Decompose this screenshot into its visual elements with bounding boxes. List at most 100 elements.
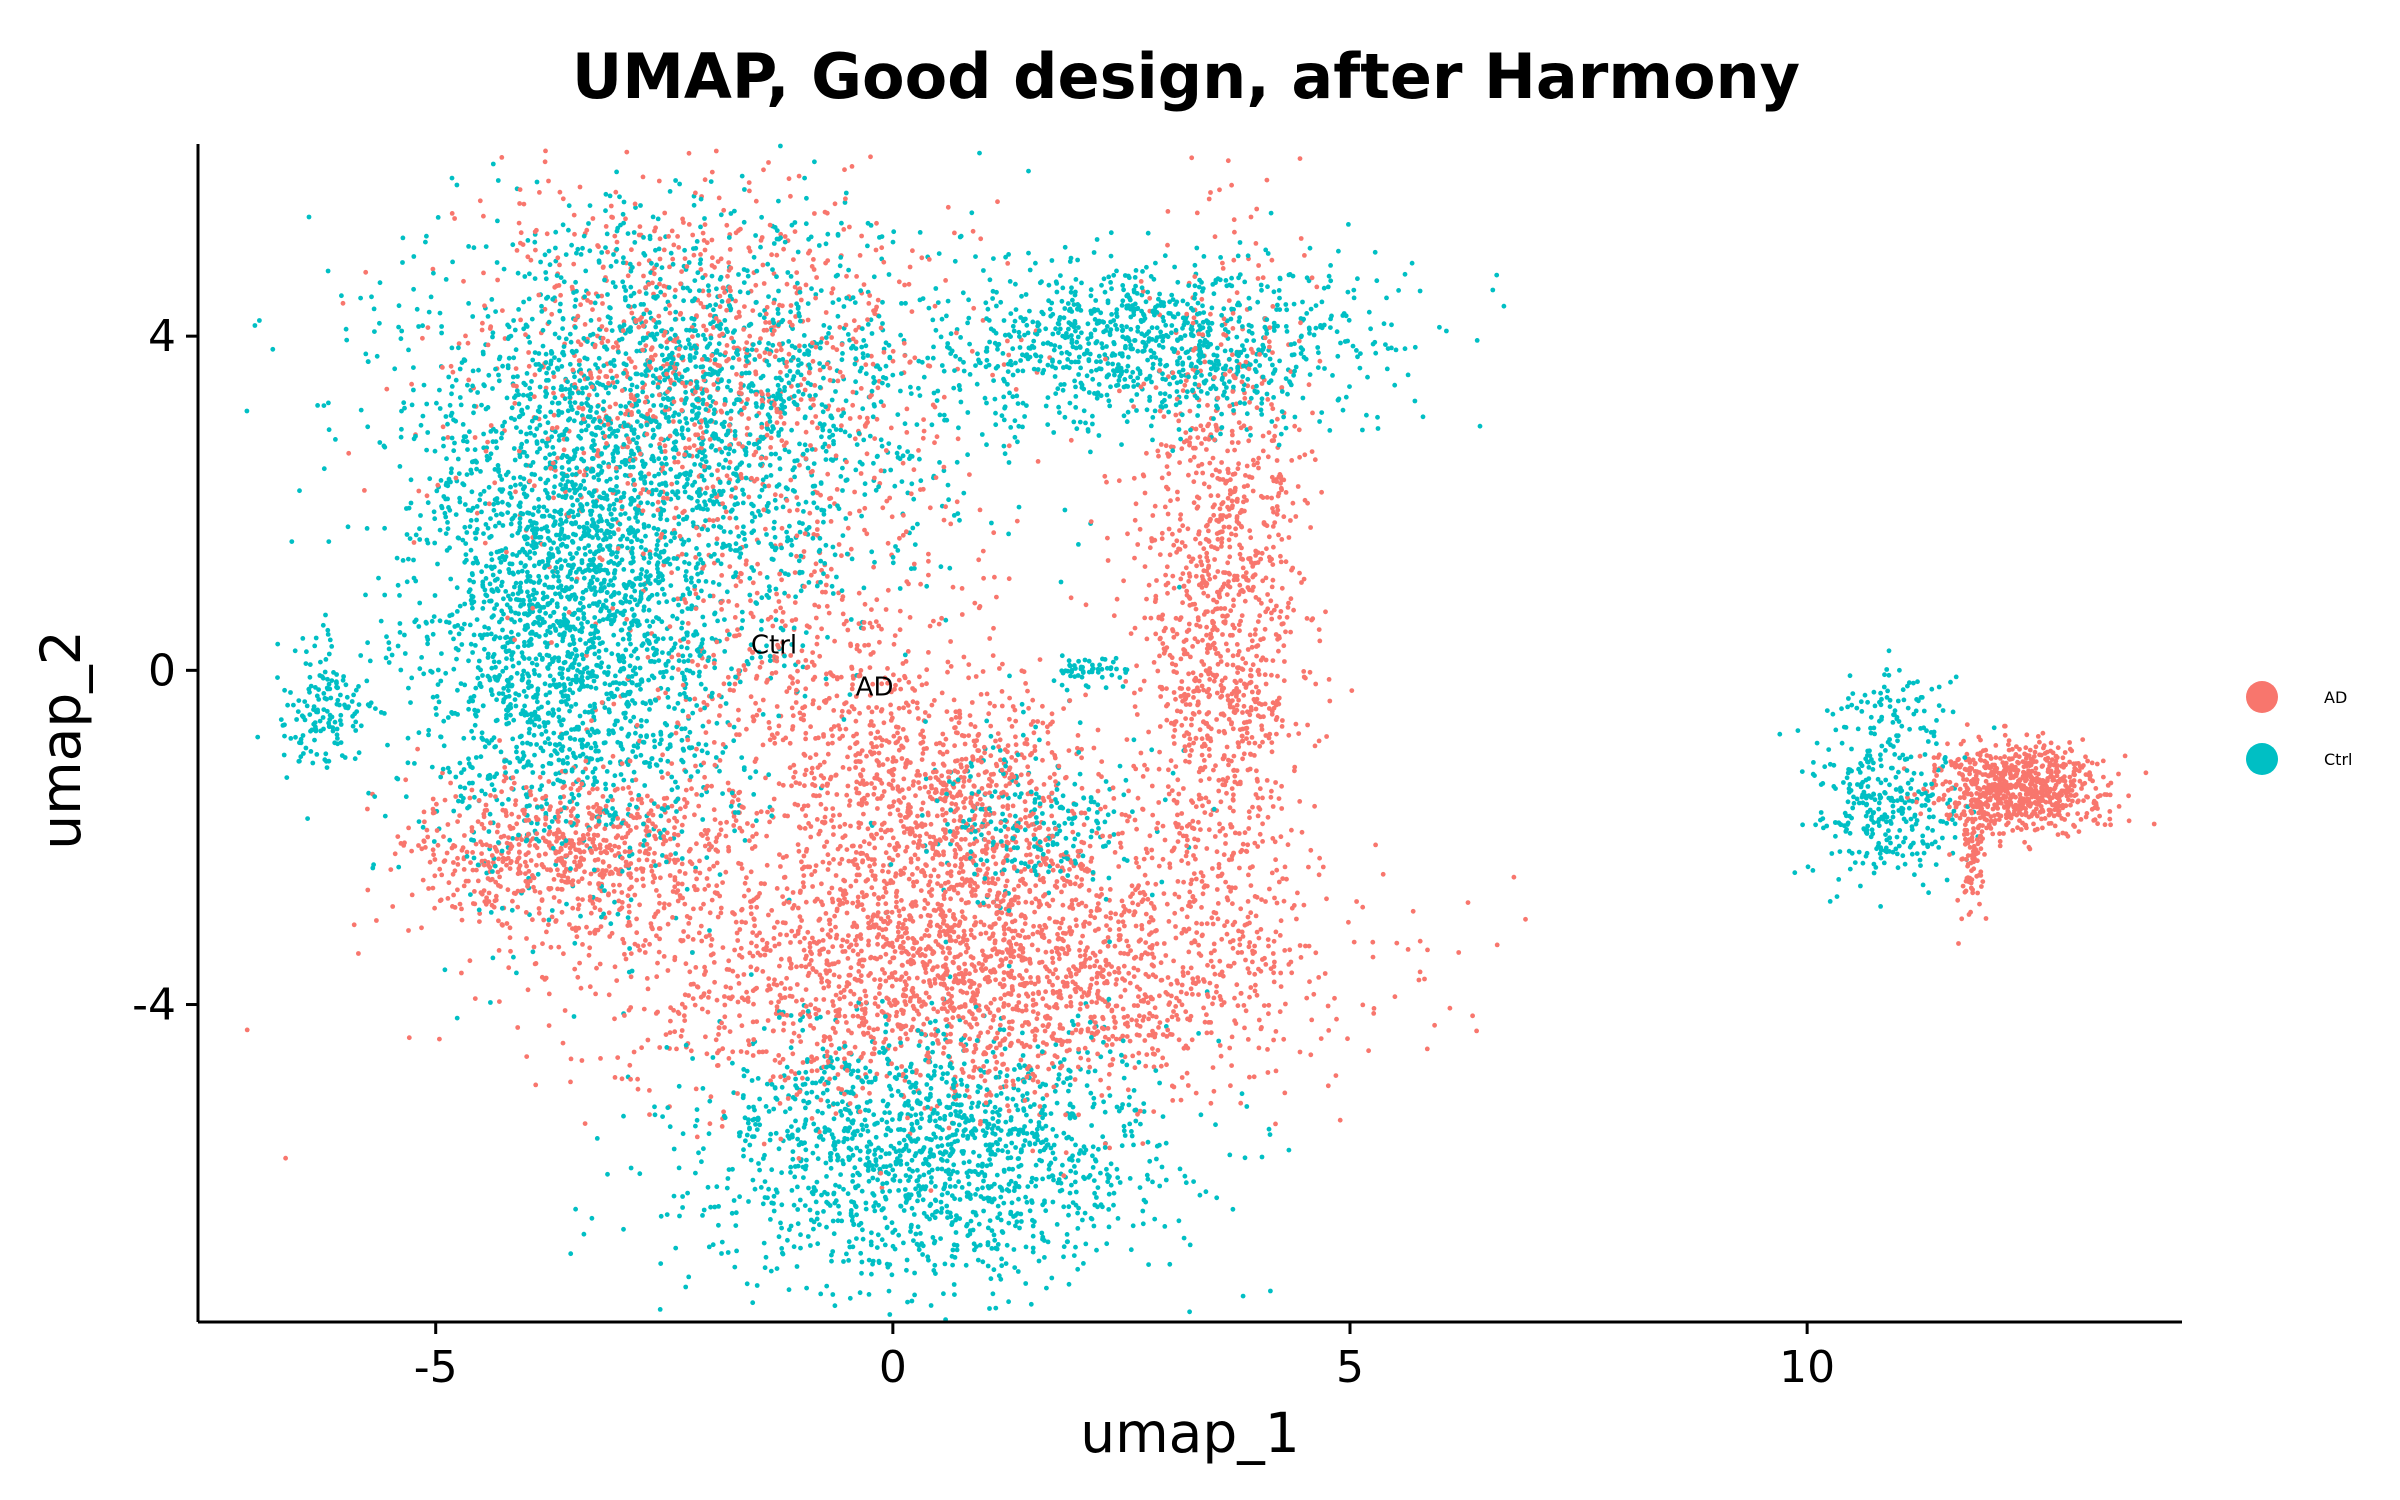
point-ad xyxy=(801,884,807,890)
point-ctrl xyxy=(758,244,763,250)
point-ad xyxy=(1265,814,1271,820)
point-ctrl xyxy=(658,813,664,819)
point-ad xyxy=(551,390,556,396)
point-ctrl xyxy=(943,939,949,945)
point-ctrl xyxy=(1119,303,1125,308)
point-ctrl xyxy=(1141,340,1147,345)
point-ad xyxy=(1979,829,1985,835)
point-ctrl xyxy=(1253,358,1259,364)
point-ad xyxy=(1095,901,1101,906)
point-ad xyxy=(992,1054,998,1060)
point-ad xyxy=(1298,955,1304,960)
point-ad xyxy=(416,488,422,494)
point-ctrl xyxy=(945,482,951,488)
point-ctrl xyxy=(1896,769,1901,775)
point-ctrl xyxy=(532,239,538,245)
point-ctrl xyxy=(915,1198,920,1204)
point-ctrl xyxy=(830,1292,836,1297)
point-ctrl xyxy=(1199,373,1204,378)
point-ad xyxy=(1244,463,1250,469)
point-ad xyxy=(949,717,954,722)
point-ctrl xyxy=(706,288,712,294)
point-ad xyxy=(867,863,873,869)
point-ctrl xyxy=(1931,733,1937,739)
point-ad xyxy=(693,763,698,769)
point-ad xyxy=(1187,889,1193,895)
point-ctrl xyxy=(363,592,368,598)
point-ctrl xyxy=(695,769,701,774)
point-ctrl xyxy=(500,499,505,505)
point-ad xyxy=(766,483,772,489)
point-ctrl xyxy=(1872,797,1878,803)
point-ctrl xyxy=(560,222,566,228)
point-ad xyxy=(1063,1150,1069,1156)
point-ad xyxy=(570,905,576,911)
point-ctrl xyxy=(913,1112,919,1118)
point-ctrl xyxy=(627,853,632,859)
point-ad xyxy=(839,1087,845,1092)
point-ctrl xyxy=(702,490,708,496)
point-ctrl xyxy=(1020,368,1026,374)
point-ctrl xyxy=(1096,433,1102,438)
point-ad xyxy=(1179,930,1185,936)
point-ad xyxy=(1175,1017,1181,1022)
point-ctrl xyxy=(1090,877,1096,882)
point-ad xyxy=(915,856,921,862)
point-ad xyxy=(707,910,713,916)
point-ctrl xyxy=(991,378,996,383)
point-ctrl xyxy=(1926,890,1931,896)
point-ad xyxy=(1032,1033,1038,1039)
point-ad xyxy=(467,958,473,964)
point-ctrl xyxy=(1259,1154,1265,1160)
point-ctrl xyxy=(577,524,582,530)
point-ad xyxy=(789,1038,795,1044)
point-ad xyxy=(1013,718,1019,724)
point-ad xyxy=(764,833,769,839)
point-ctrl xyxy=(833,273,839,279)
point-ad xyxy=(954,499,960,505)
point-ad xyxy=(1246,438,1252,444)
point-ctrl xyxy=(914,422,920,427)
point-ctrl xyxy=(606,664,611,670)
point-ctrl xyxy=(732,433,738,438)
point-ctrl xyxy=(1223,278,1229,283)
point-ctrl xyxy=(397,621,403,626)
point-ctrl xyxy=(984,400,989,406)
point-ad xyxy=(498,834,504,840)
point-ctrl xyxy=(496,659,502,665)
point-ad xyxy=(928,821,934,827)
point-ctrl xyxy=(1876,800,1882,806)
point-ctrl xyxy=(1145,1139,1151,1145)
point-ad xyxy=(709,169,715,175)
point-ctrl xyxy=(642,252,648,258)
point-ctrl xyxy=(584,400,589,406)
point-ctrl xyxy=(1237,240,1243,245)
point-ad xyxy=(951,818,957,824)
point-ad xyxy=(1218,342,1224,347)
point-ctrl xyxy=(1008,1155,1014,1161)
point-ctrl xyxy=(480,606,486,611)
point-ctrl xyxy=(536,673,542,678)
point-ad xyxy=(754,943,759,949)
point-ad xyxy=(701,304,706,310)
point-ad xyxy=(1933,782,1939,788)
point-ctrl xyxy=(1124,324,1129,330)
point-ctrl xyxy=(1124,858,1130,863)
chart-title: UMAP, Good design, after Harmony xyxy=(572,40,1800,113)
point-ad xyxy=(420,335,425,341)
point-ctrl xyxy=(841,1186,846,1192)
point-ctrl xyxy=(551,610,556,615)
point-ctrl xyxy=(1187,1242,1193,1248)
point-ad xyxy=(621,940,627,946)
point-ad xyxy=(724,636,730,642)
point-ad xyxy=(1042,1028,1048,1034)
point-ctrl xyxy=(794,1264,800,1269)
point-ctrl xyxy=(457,760,463,766)
point-ctrl xyxy=(1914,851,1920,856)
point-ctrl xyxy=(446,374,452,380)
point-ad xyxy=(495,822,501,828)
point-ad xyxy=(1035,854,1040,860)
point-ad xyxy=(735,797,741,803)
point-ctrl xyxy=(719,1239,725,1245)
point-ad xyxy=(1132,1065,1138,1071)
